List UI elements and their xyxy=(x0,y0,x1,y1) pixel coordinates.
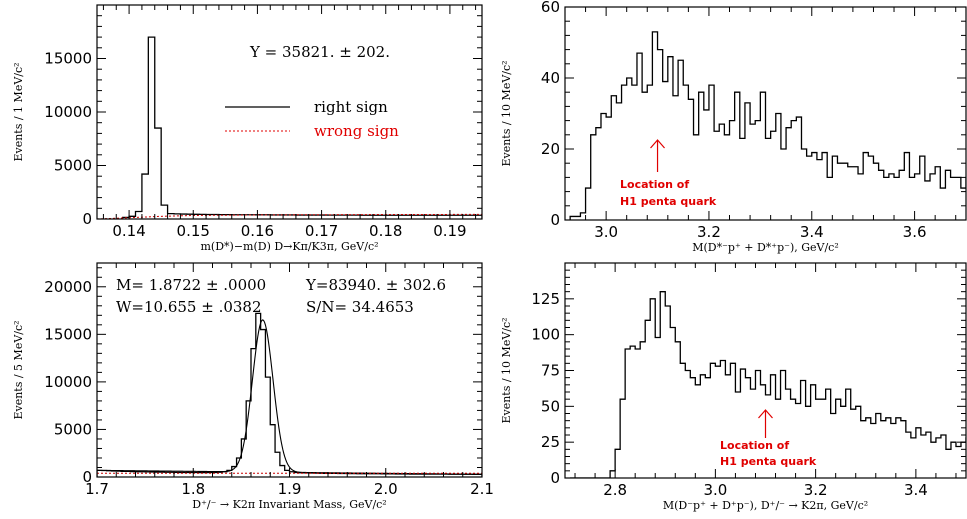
x-tick-label: 2.8 xyxy=(603,481,627,499)
x-tick-label: 3.4 xyxy=(904,481,928,499)
fit-annotation: M= 1.8722 ± .0000 xyxy=(116,276,266,294)
legend-label-right-sign: right sign xyxy=(314,98,388,116)
yield-annotation: Y = 35821. ± 202. xyxy=(249,43,390,61)
x-tick-label: 0.17 xyxy=(305,222,338,240)
fit-annotation: Y=83940. ± 302.6 xyxy=(305,276,446,294)
x-tick-label: 1.8 xyxy=(181,480,205,498)
y-tick-label: 20 xyxy=(541,140,560,158)
y-axis-label: Events / 10 MeV/c² xyxy=(500,60,513,166)
x-tick-label: 0.16 xyxy=(241,222,274,240)
x-axis-label: M(D*⁻p⁺ + D*⁺p⁻), GeV/c² xyxy=(692,241,839,254)
plot-area xyxy=(570,291,966,478)
y-tick-label: 5000 xyxy=(54,157,92,175)
fit-annotation: W=10.655 ± .0382 xyxy=(116,298,262,316)
x-tick-label: 3.4 xyxy=(800,223,824,241)
arrow-head xyxy=(758,409,773,419)
chart-panel-1: 0.14 0.15 0.16 0.17 0.18 0.19 0 5000 10000 15000 m… xyxy=(12,4,483,253)
x-tick-label: 0.18 xyxy=(369,222,402,240)
plot-area xyxy=(97,36,482,219)
x-tick-label: 0.14 xyxy=(112,222,145,240)
y-tick-label: 50 xyxy=(541,397,560,415)
annotation-location-of: Location of xyxy=(620,178,689,191)
y-axis-label: Events / 1 MeV/c² xyxy=(12,62,25,161)
x-tick-label: 3.6 xyxy=(903,223,927,241)
y-tick-label: 20000 xyxy=(44,278,92,296)
x-axis-label: m(D*)−m(D) D→Kπ/K3π, GeV/c² xyxy=(200,240,378,253)
y-tick-label: 40 xyxy=(541,69,560,87)
x-tick-label: 1.9 xyxy=(278,480,302,498)
y-axis-label: Events / 5 MeV/c² xyxy=(12,320,25,419)
x-axis-label: D⁺/⁻ → K2π Invariant Mass, GeV/c² xyxy=(192,498,386,511)
histogram-series xyxy=(97,312,482,477)
annotation-h1-penta-quark: H1 penta quark xyxy=(720,455,817,468)
y-tick-label: 10000 xyxy=(44,103,92,121)
chart-panel-2: 3.0 3.2 3.4 3.6 0 20 40 60 M(D*⁻p⁺ + D*⁺p⁻), GeV… xyxy=(500,0,967,254)
y-tick-label: 75 xyxy=(541,362,560,380)
histogram-series xyxy=(122,36,482,219)
plot-area xyxy=(97,312,482,477)
plot-frame xyxy=(564,6,967,221)
legend: right sign wrong sign xyxy=(225,98,399,140)
x-tick-label: 1.7 xyxy=(85,480,109,498)
x-tick-label: 3.0 xyxy=(703,481,727,499)
x-tick-label: 3.2 xyxy=(804,481,828,499)
x-tick-label: 3.0 xyxy=(594,223,618,241)
y-tick-label: 5000 xyxy=(54,420,92,438)
y-tick-label: 15000 xyxy=(44,50,92,68)
y-tick-label: 0 xyxy=(82,210,92,228)
annotation-h1-penta-quark: H1 penta quark xyxy=(620,195,717,208)
x-tick-label: 0.19 xyxy=(433,222,466,240)
y-tick-label: 60 xyxy=(541,0,560,16)
x-tick-label: 2.1 xyxy=(470,480,494,498)
plot-area xyxy=(569,31,966,220)
histogram-series xyxy=(569,31,966,220)
y-tick-label: 0 xyxy=(550,469,560,487)
fit-annotation: S/N= 34.4653 xyxy=(306,298,414,316)
y-tick-label: 0 xyxy=(550,211,560,229)
x-axis-label: M(D⁻p⁺ + D⁺p⁻), D⁺/⁻ → K2π, GeV/c² xyxy=(663,499,868,512)
annotation-location-of: Location of xyxy=(720,439,789,452)
x-tick-label: 2.0 xyxy=(374,480,398,498)
histogram-series xyxy=(570,291,966,478)
chart-panel-3: 1.7 1.8 1.9 2.0 2.1 0 5000 10000 15000 20000 D⁺/⁻ … xyxy=(12,262,494,511)
x-tick-label: 0.15 xyxy=(177,222,210,240)
x-tick-label: 3.2 xyxy=(697,223,721,241)
y-tick-label: 125 xyxy=(531,290,560,308)
y-axis-label: Events / 10 MeV/c² xyxy=(500,317,513,423)
y-tick-label: 10000 xyxy=(44,373,92,391)
y-tick-label: 25 xyxy=(541,433,560,451)
arrow-head xyxy=(650,139,665,149)
y-tick-label: 15000 xyxy=(44,325,92,343)
wrong-sign-series xyxy=(97,213,482,219)
legend-label-wrong-sign: wrong sign xyxy=(314,122,399,140)
fit-curve xyxy=(97,319,482,475)
plot-frame xyxy=(96,262,483,478)
y-tick-label: 0 xyxy=(82,468,92,486)
y-tick-label: 100 xyxy=(531,326,560,344)
chart-panel-4: 2.8 3.0 3.2 3.4 0 25 50 75 100 125 M(D⁻p⁺ + D⁺p⁻),… xyxy=(500,262,967,512)
